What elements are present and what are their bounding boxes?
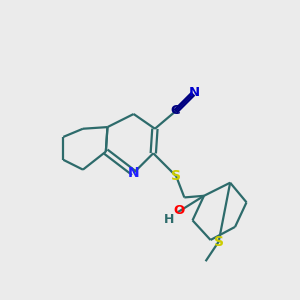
- Text: S: S: [171, 169, 181, 183]
- Text: S: S: [214, 235, 224, 249]
- Text: N: N: [128, 166, 140, 180]
- Text: H: H: [164, 213, 174, 226]
- Text: C: C: [170, 104, 179, 117]
- Text: O: O: [174, 204, 185, 217]
- Text: N: N: [188, 86, 200, 99]
